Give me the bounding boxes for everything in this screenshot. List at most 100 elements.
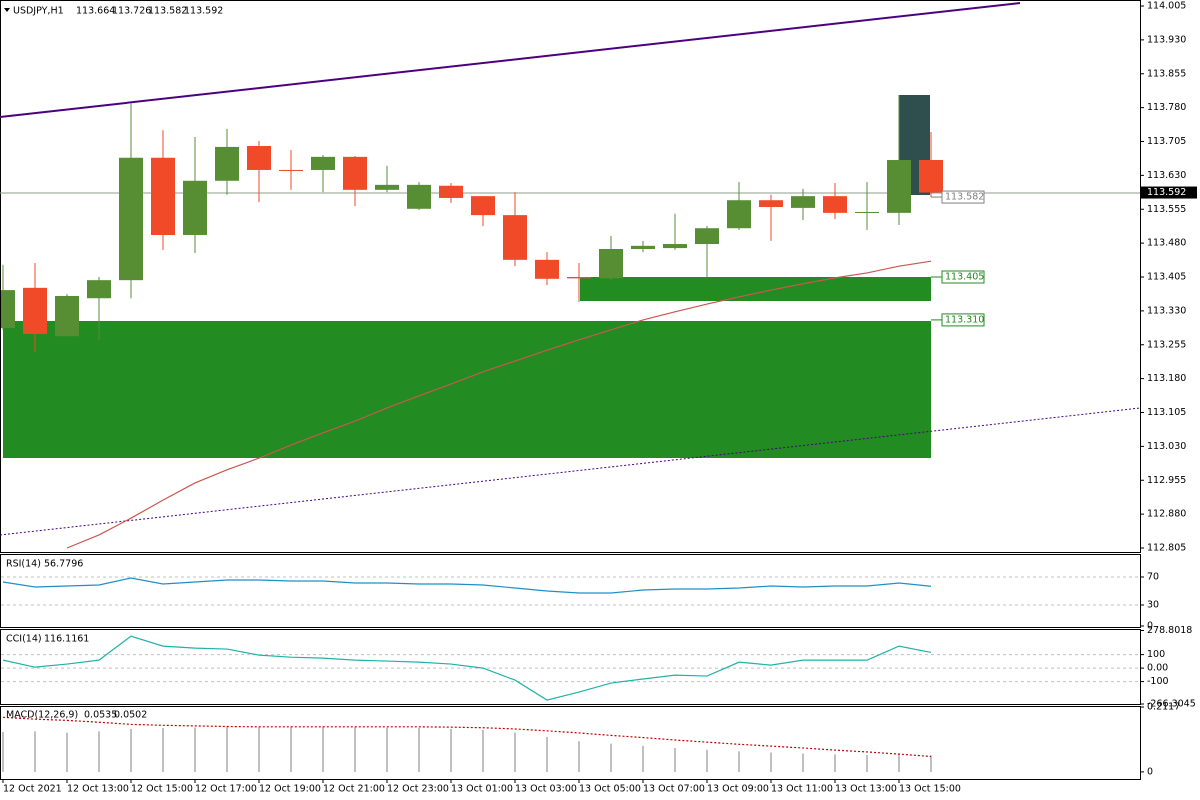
macd-bar [834,754,836,772]
candle-body [247,146,271,170]
indicator-line [2,635,932,701]
macd-bar [898,754,900,772]
macd-bar [482,729,484,772]
x-tick-label: 13 Oct 03:00 [515,784,577,795]
macd-value: 0.0535 [84,710,117,721]
y-tick-label: 0.00 [1147,663,1168,674]
macd-bar [866,755,868,772]
x-tick-label: 12 Oct 21:00 [323,784,385,795]
y-tick-label: 100 [1147,649,1165,660]
candle-body [887,160,911,213]
candle-body [343,156,367,190]
candle-body [663,244,687,249]
x-tick-label: 13 Oct 07:00 [643,784,705,795]
macd-bar [290,726,292,772]
y-tick-label: 114.005 [1147,1,1186,12]
x-tick-label: 12 Oct 15:00 [131,784,193,795]
cci-value: 116.1161 [44,634,89,645]
candle-body [439,185,463,198]
rsi-frame [0,554,1141,628]
macd-bar [386,727,388,772]
y-tick-label: 113.705 [1147,136,1186,147]
y-tick-label: 112.880 [1147,509,1186,520]
y-tick-label: 113.780 [1147,102,1186,113]
macd-bar [418,728,420,772]
level-label-box [941,313,985,327]
macd-bar [738,751,740,772]
candle-body [759,200,783,207]
x-tick-label: 12 Oct 17:00 [195,784,257,795]
demand-zone [3,321,931,458]
macd-bar [546,736,548,772]
y-tick-label: 113.255 [1147,339,1186,350]
macd-bar [34,731,36,772]
menu-arrow [4,8,10,12]
rsi-title: RSI(14) [6,559,41,570]
y-tick-label: 113.480 [1147,238,1186,249]
candle-body [183,180,207,235]
ohlc-low: 113.582 [148,6,187,17]
x-tick-label: 12 Oct 13:00 [67,784,129,795]
macd-bar [674,747,676,772]
x-tick-label: 13 Oct 05:00 [579,784,641,795]
candle-body [919,160,943,193]
ohlc-close: 113.592 [184,6,223,17]
signal-line [2,716,932,758]
candle-body [151,157,175,235]
x-tick-label: 13 Oct 01:00 [451,784,513,795]
macd-bar [130,728,132,772]
candle-body [1,290,15,329]
macd-bar [802,753,804,772]
macd-bar [194,727,196,772]
ohlc-open: 113.664 [76,6,115,17]
candle-body [567,277,591,279]
macd-bar [642,745,644,772]
y-tick-label: 113.855 [1147,68,1186,79]
x-tick-label: 12 Oct 23:00 [387,784,449,795]
candle-body [407,184,431,209]
y-tick-label: 0 [1147,766,1153,777]
macd-frame [0,706,1141,780]
macd-bar [930,755,932,772]
bid-label: 113.592 [1147,187,1186,198]
macd-bar [354,727,356,772]
macd-bar [2,732,4,772]
candle-body [631,245,655,249]
candle-body [87,280,111,299]
ohlc-high: 113.726 [112,6,151,17]
level-label: 113.582 [945,192,984,203]
y-tick-label: -100 [1147,676,1169,687]
level-label-box [941,190,985,204]
x-tick-label: 13 Oct 11:00 [771,784,833,795]
symbol-title: USDJPY,H1 [13,6,64,17]
candle-body [215,146,239,181]
y-tick-label: -266.3045 [1147,699,1196,710]
candle-body [471,196,495,216]
candle-body [55,295,79,337]
x-tick-label: 12 Oct 2021 [3,784,62,795]
indicator-line [2,577,932,594]
candle-body [727,200,751,229]
candle-body [855,211,879,213]
y-tick-label: 113.030 [1147,441,1186,452]
x-tick-label: 13 Oct 15:00 [899,784,961,795]
trend-line [0,407,1141,536]
candle-body [119,157,143,281]
header: USDJPY,H1 113.664 113.726 113.582 113.59… [4,6,223,17]
y-tick-label: 112.805 [1147,543,1186,554]
candle-body [535,259,559,279]
macd-title: MACD(12,26,9) [6,710,78,721]
trend-line [0,2,1021,118]
macd-bar [706,749,708,772]
y-tick-label: 112.955 [1147,475,1186,486]
y-tick-label: 0.2117 [1147,702,1180,713]
macd-bar [610,743,612,772]
macd-bar [450,728,452,772]
cci-title: CCI(14) [6,634,42,645]
rsi-value: 56.7796 [44,559,83,570]
y-tick-label: 113.105 [1147,407,1186,418]
x-tick-label: 13 Oct 09:00 [707,784,769,795]
macd-bar [578,741,580,772]
